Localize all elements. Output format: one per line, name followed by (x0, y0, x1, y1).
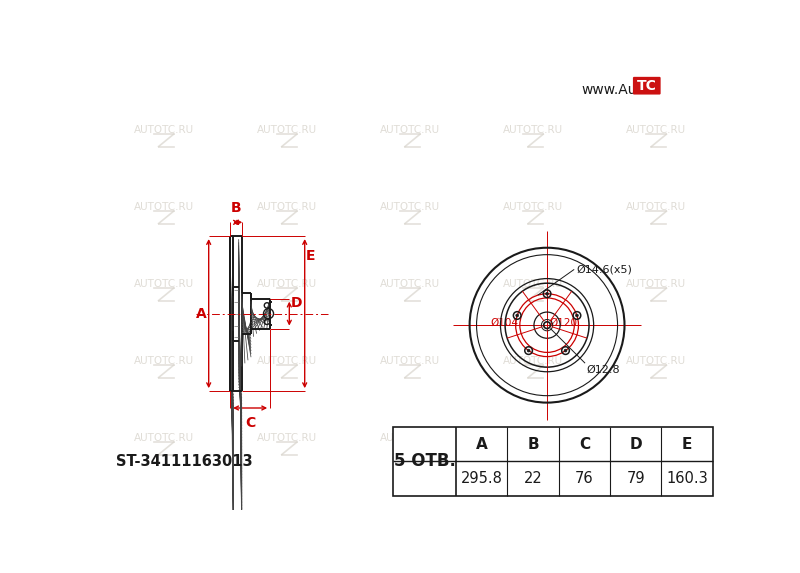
Text: AUTOTC.RU: AUTOTC.RU (503, 433, 563, 442)
Text: AUTOTC.RU: AUTOTC.RU (380, 278, 440, 289)
Text: AUTOTC.RU: AUTOTC.RU (134, 433, 194, 442)
Polygon shape (230, 236, 234, 391)
Text: AUTOTC.RU: AUTOTC.RU (134, 278, 194, 289)
Text: D: D (630, 437, 642, 452)
Text: AUTOTC.RU: AUTOTC.RU (380, 356, 440, 366)
Text: AUTOTC.RU: AUTOTC.RU (380, 202, 440, 211)
FancyBboxPatch shape (633, 77, 661, 95)
Text: Ø14.6(x5): Ø14.6(x5) (577, 264, 632, 274)
Circle shape (564, 349, 567, 352)
Circle shape (575, 314, 578, 317)
Text: AUTOTC.RU: AUTOTC.RU (134, 202, 194, 211)
Text: .ru: .ru (636, 83, 654, 97)
Text: AUTOTC.RU: AUTOTC.RU (134, 356, 194, 366)
Text: AUTOTC.RU: AUTOTC.RU (503, 202, 563, 211)
Text: Ø104: Ø104 (490, 318, 518, 328)
Text: TC: TC (637, 79, 656, 93)
Text: A: A (196, 307, 206, 321)
Text: AUTOTC.RU: AUTOTC.RU (626, 278, 686, 289)
Text: AUTOTC.RU: AUTOTC.RU (257, 278, 317, 289)
Text: Ø12.8: Ø12.8 (586, 364, 620, 375)
Text: 76: 76 (575, 471, 594, 486)
Text: D: D (291, 296, 302, 310)
Text: AUTOTC.RU: AUTOTC.RU (257, 202, 317, 211)
Text: 295.8: 295.8 (461, 471, 502, 486)
Text: B: B (230, 201, 242, 215)
Circle shape (546, 292, 549, 295)
Text: AUTOTC.RU: AUTOTC.RU (134, 124, 194, 135)
Circle shape (527, 349, 530, 352)
Text: AUTOTC.RU: AUTOTC.RU (380, 124, 440, 135)
Text: AUTOTC.RU: AUTOTC.RU (257, 124, 317, 135)
Text: E: E (682, 437, 692, 452)
Bar (393, 427, 713, 496)
Text: ST-34111163013: ST-34111163013 (116, 454, 253, 469)
Text: C: C (245, 415, 255, 430)
Text: 79: 79 (626, 471, 645, 486)
Text: AUTOTC.RU: AUTOTC.RU (626, 433, 686, 442)
Circle shape (516, 314, 518, 317)
Text: B: B (527, 437, 539, 452)
Polygon shape (238, 236, 242, 391)
Text: AUTOTC.RU: AUTOTC.RU (503, 124, 563, 135)
Text: AUTOTC.RU: AUTOTC.RU (503, 356, 563, 366)
Text: 22: 22 (524, 471, 542, 486)
Text: E: E (306, 249, 316, 262)
Text: AUTOTC.RU: AUTOTC.RU (257, 433, 317, 442)
Text: AUTOTC.RU: AUTOTC.RU (257, 356, 317, 366)
Text: C: C (579, 437, 590, 452)
Text: A: A (476, 437, 488, 452)
Text: AUTOTC.RU: AUTOTC.RU (380, 433, 440, 442)
Text: www.Auto: www.Auto (581, 83, 650, 97)
Text: AUTOTC.RU: AUTOTC.RU (503, 278, 563, 289)
Polygon shape (242, 293, 251, 334)
Text: AUTOTC.RU: AUTOTC.RU (626, 124, 686, 135)
Text: AUTOTC.RU: AUTOTC.RU (626, 356, 686, 366)
Polygon shape (251, 299, 270, 328)
Text: AUTOTC.RU: AUTOTC.RU (626, 202, 686, 211)
Text: 160.3: 160.3 (666, 471, 708, 486)
Text: Ø120: Ø120 (550, 317, 578, 327)
Text: 5 ОТВ.: 5 ОТВ. (394, 453, 455, 470)
